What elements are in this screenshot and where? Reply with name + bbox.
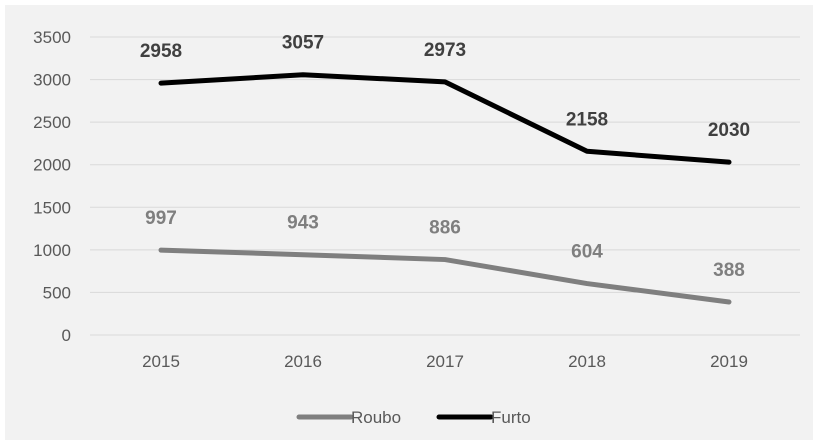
data-label: 388 [713, 260, 745, 281]
x-axis: 2015 2016 2017 2018 2019 [142, 352, 748, 371]
y-tick-label: 3500 [33, 28, 71, 47]
legend-label-roubo: Roubo [351, 408, 401, 427]
series-line-furto [158, 72, 732, 165]
y-tick-label: 3000 [33, 71, 71, 90]
series-line-roubo [158, 247, 732, 305]
x-tick-label: 2018 [568, 352, 606, 371]
legend-label-furto: Furto [491, 408, 531, 427]
legend: Roubo Furto [296, 408, 531, 427]
data-label: 886 [429, 218, 461, 239]
y-tick-label: 2500 [33, 113, 71, 132]
data-label: 2030 [708, 120, 750, 141]
x-tick-label: 2019 [710, 352, 748, 371]
series-lines [158, 72, 732, 305]
y-tick-label: 2000 [33, 156, 71, 175]
data-label: 943 [287, 213, 319, 234]
y-tick-label: 1500 [33, 198, 71, 217]
chart-area: 0 500 1000 1500 2000 2500 3000 3500 2015 2016 201… [5, 5, 813, 440]
data-labels: 997 943 886 604 388 2958 3057 2973 2158 2030 [140, 33, 750, 281]
y-axis: 0 500 1000 1500 2000 2500 3000 3500 [33, 28, 71, 345]
data-label: 604 [571, 242, 603, 263]
data-label: 997 [145, 208, 177, 229]
y-tick-label: 0 [62, 326, 71, 345]
data-label: 2158 [566, 109, 608, 130]
x-tick-label: 2016 [284, 352, 322, 371]
x-tick-label: 2015 [142, 352, 180, 371]
data-label: 2973 [424, 40, 466, 61]
x-tick-label: 2017 [426, 352, 464, 371]
data-label: 2958 [140, 41, 182, 62]
y-tick-label: 1000 [33, 241, 71, 260]
data-label: 3057 [282, 33, 324, 54]
y-tick-label: 500 [43, 283, 71, 302]
